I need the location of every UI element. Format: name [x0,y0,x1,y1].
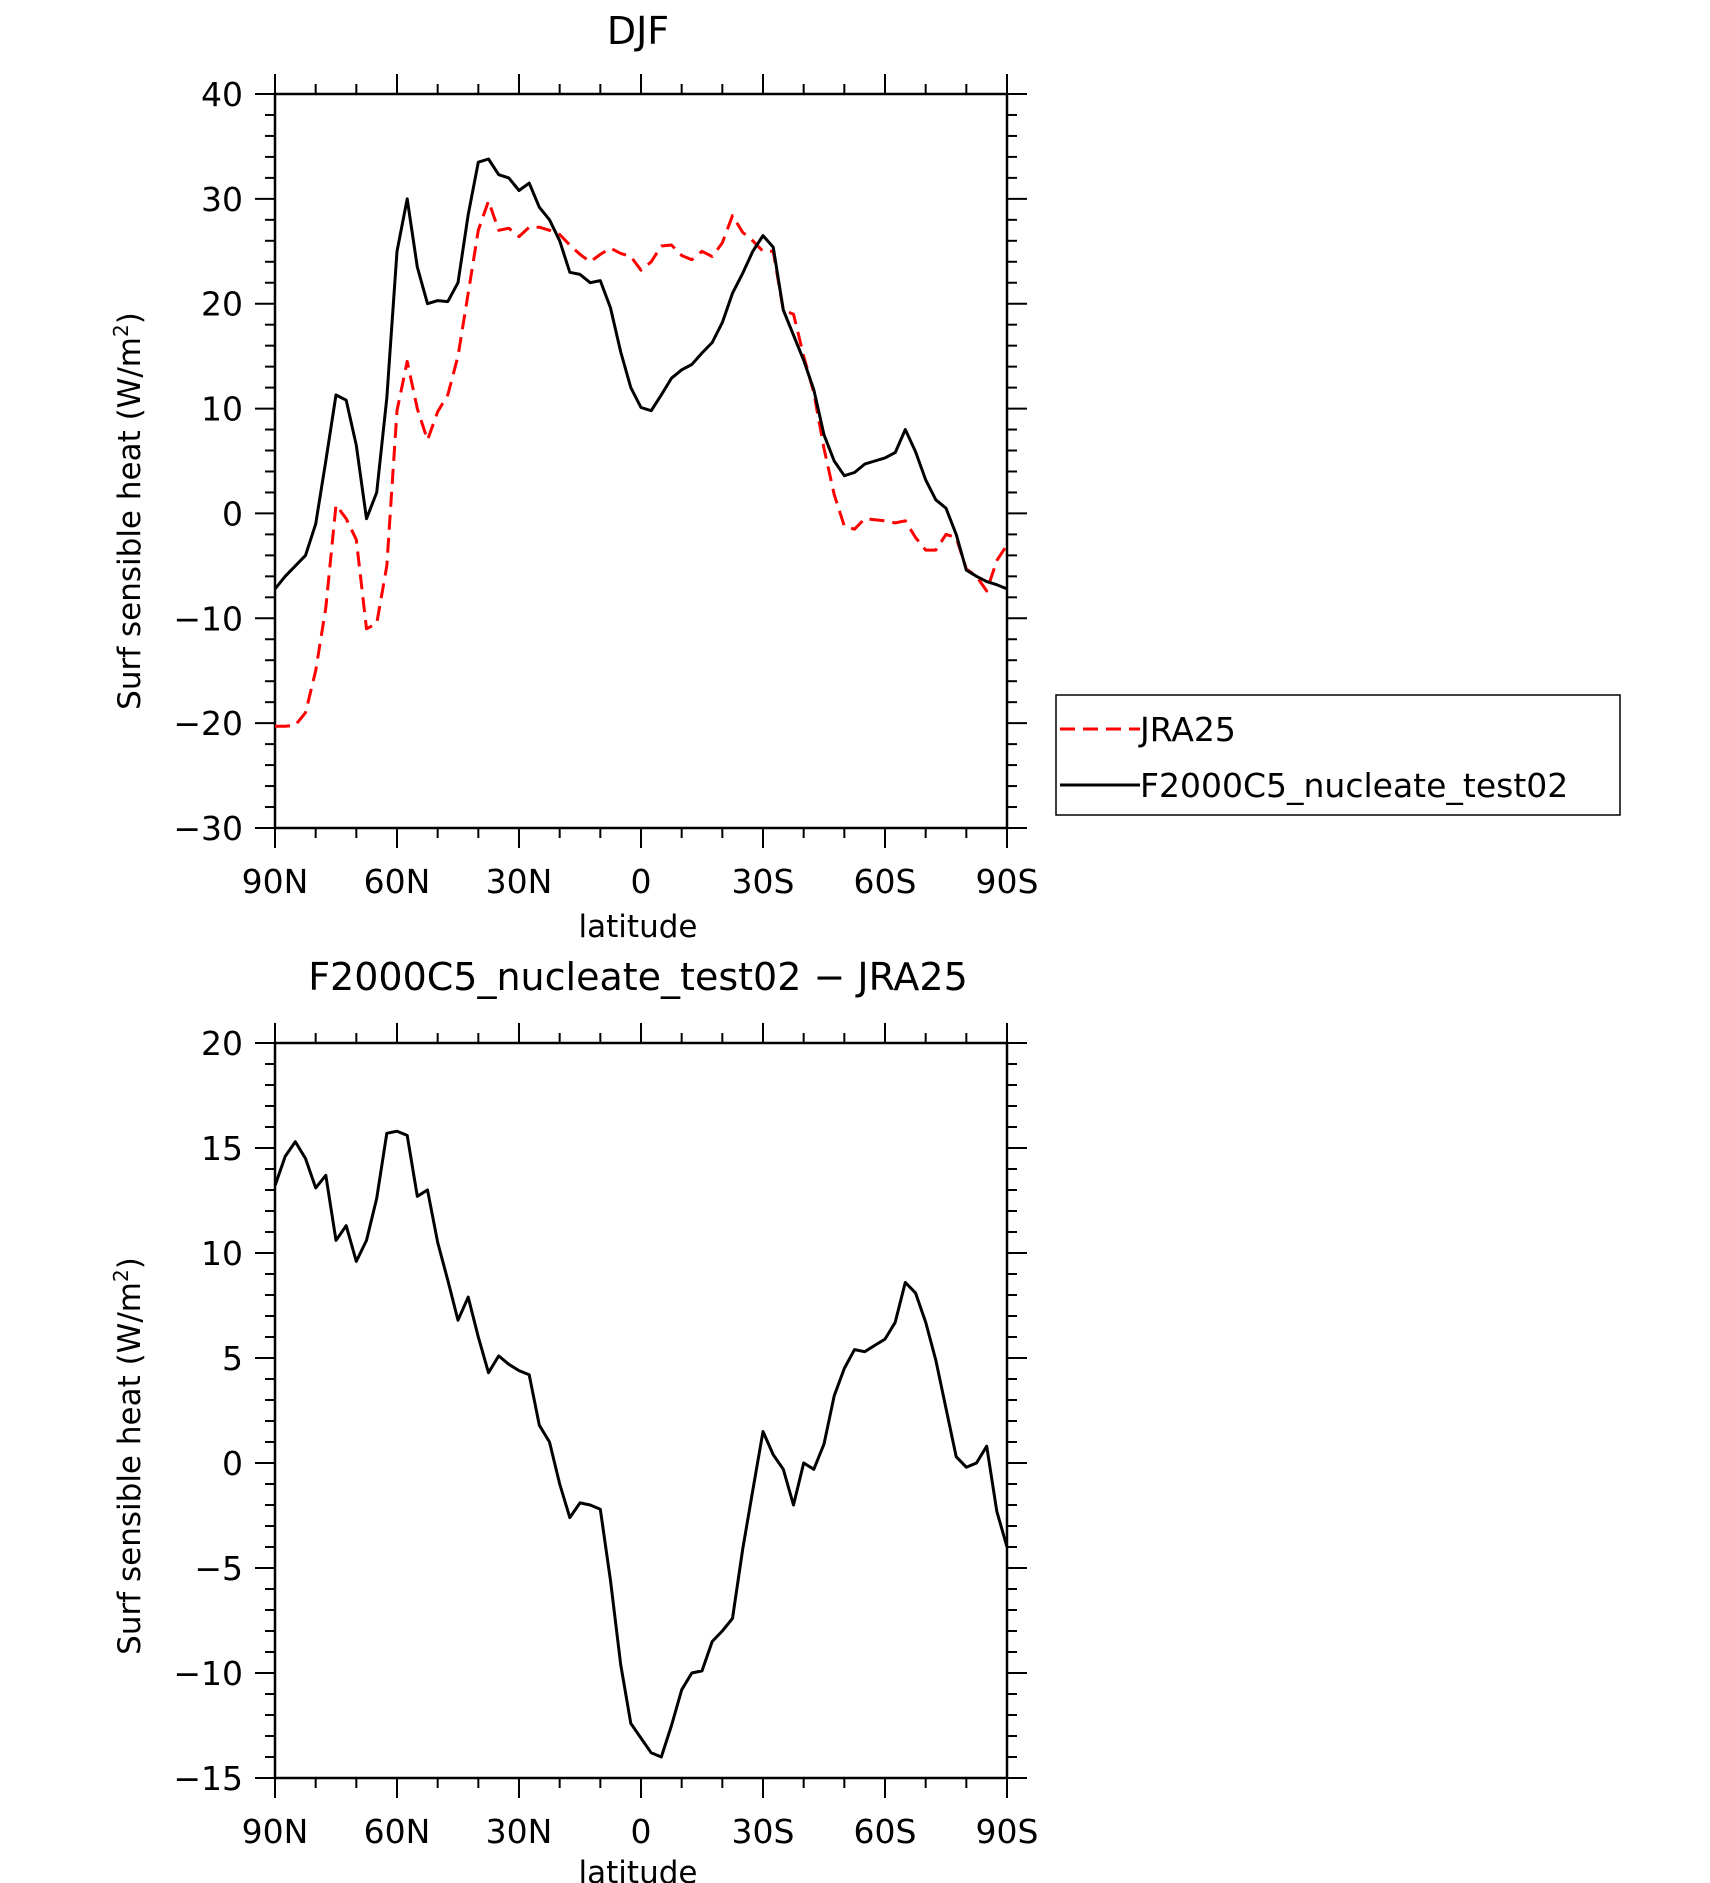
bottom-x-tick-label: 60N [364,1812,431,1851]
top-y-axis-label-sup: 2 [109,324,133,337]
bottom-y-axis-label-sup: 2 [109,1269,133,1282]
legend-model-label: F2000C5_nucleate_test02 [1140,766,1568,805]
bottom-y-axis-label: Surf sensible heat (W/m2) [109,1257,148,1655]
bottom-x-tick-label: 60S [854,1812,917,1851]
top-x-tick-label: 30S [732,862,795,901]
bottom-y-tick-label: 20 [201,1024,243,1063]
bottom-series [273,1129,1009,1759]
top-y-tick-label: −20 [173,704,243,743]
top-y-axis-label-close: ) [112,312,148,324]
bottom-y-tick-label: −10 [173,1654,243,1693]
top-series-line-f2000c5-nucleate-test02 [273,157,1008,591]
bottom-y-tick-label: 10 [201,1234,243,1273]
top-tick-labels: −30 −20 −10 0 10 20 30 40 90N 60N 30N 0 30S 60S 90S [173,75,1038,901]
bottom-y-tick-label: 5 [222,1339,243,1378]
bottom-y-axis-label-close: ) [112,1257,148,1269]
top-plot-frame [273,92,1009,830]
top-chart-title: DJF [607,9,669,53]
top-x-tick-label: 60S [854,862,917,901]
bottom-x-tick-label: 30S [732,1812,795,1851]
top-y-axis-label-main: Surf sensible heat (W/m [112,337,148,710]
top-x-tick-label: 90S [976,862,1039,901]
bottom-x-tick-label: 30N [486,1812,553,1851]
bottom-y-tick-label: −15 [173,1759,243,1798]
bottom-y-tick-label: 15 [201,1129,243,1168]
bottom-panel: F2000C5_nucleate_test02 − JRA25 −15 −10 −5… [109,955,1038,1883]
top-panel: DJF −30 −20 −10 0 10 20 30 40 90N 60N 30N 0 30S 60S 90… [109,9,1621,945]
top-y-tick-label: −30 [173,809,243,848]
top-x-tick-label: 0 [631,862,652,901]
top-axes [255,74,1027,848]
bottom-x-tick-label: 0 [631,1812,652,1851]
legend-box [1055,694,1621,816]
top-x-tick-label: 60N [364,862,431,901]
top-y-axis-label: Surf sensible heat (W/m2) [109,312,148,710]
top-x-tick-label: 90N [242,862,309,901]
bottom-chart-title: F2000C5_nucleate_test02 − JRA25 [308,955,968,999]
bottom-tick-labels: −15 −10 −5 0 5 10 15 20 90N 60N 30N 0 30S 60S 90S [173,1024,1038,1851]
top-y-tick-label: −10 [173,599,243,638]
top-x-tick-label: 30N [486,862,553,901]
bottom-x-tick-label: 90S [976,1812,1039,1851]
bottom-axes [255,1023,1027,1798]
top-y-tick-label: 20 [201,285,243,324]
bottom-y-axis-label-main: Surf sensible heat (W/m [112,1282,148,1655]
top-series-line-jra25 [275,199,1009,728]
top-series [273,157,1009,728]
bottom-series-line-difference [273,1129,1009,1759]
bottom-y-tick-label: −5 [194,1549,243,1588]
legend: JRA25 F2000C5_nucleate_test02 [1055,694,1621,816]
bottom-x-tick-label: 90N [242,1812,309,1851]
top-y-tick-label: 0 [222,494,243,533]
top-y-tick-label: 40 [201,75,243,114]
bottom-x-axis-label: latitude [579,1855,698,1883]
top-y-tick-label: 10 [201,390,243,429]
legend-jra25-label: JRA25 [1138,710,1236,749]
top-y-tick-label: 30 [201,180,243,219]
top-x-axis-label: latitude [579,909,698,945]
bottom-y-tick-label: 0 [222,1444,243,1483]
